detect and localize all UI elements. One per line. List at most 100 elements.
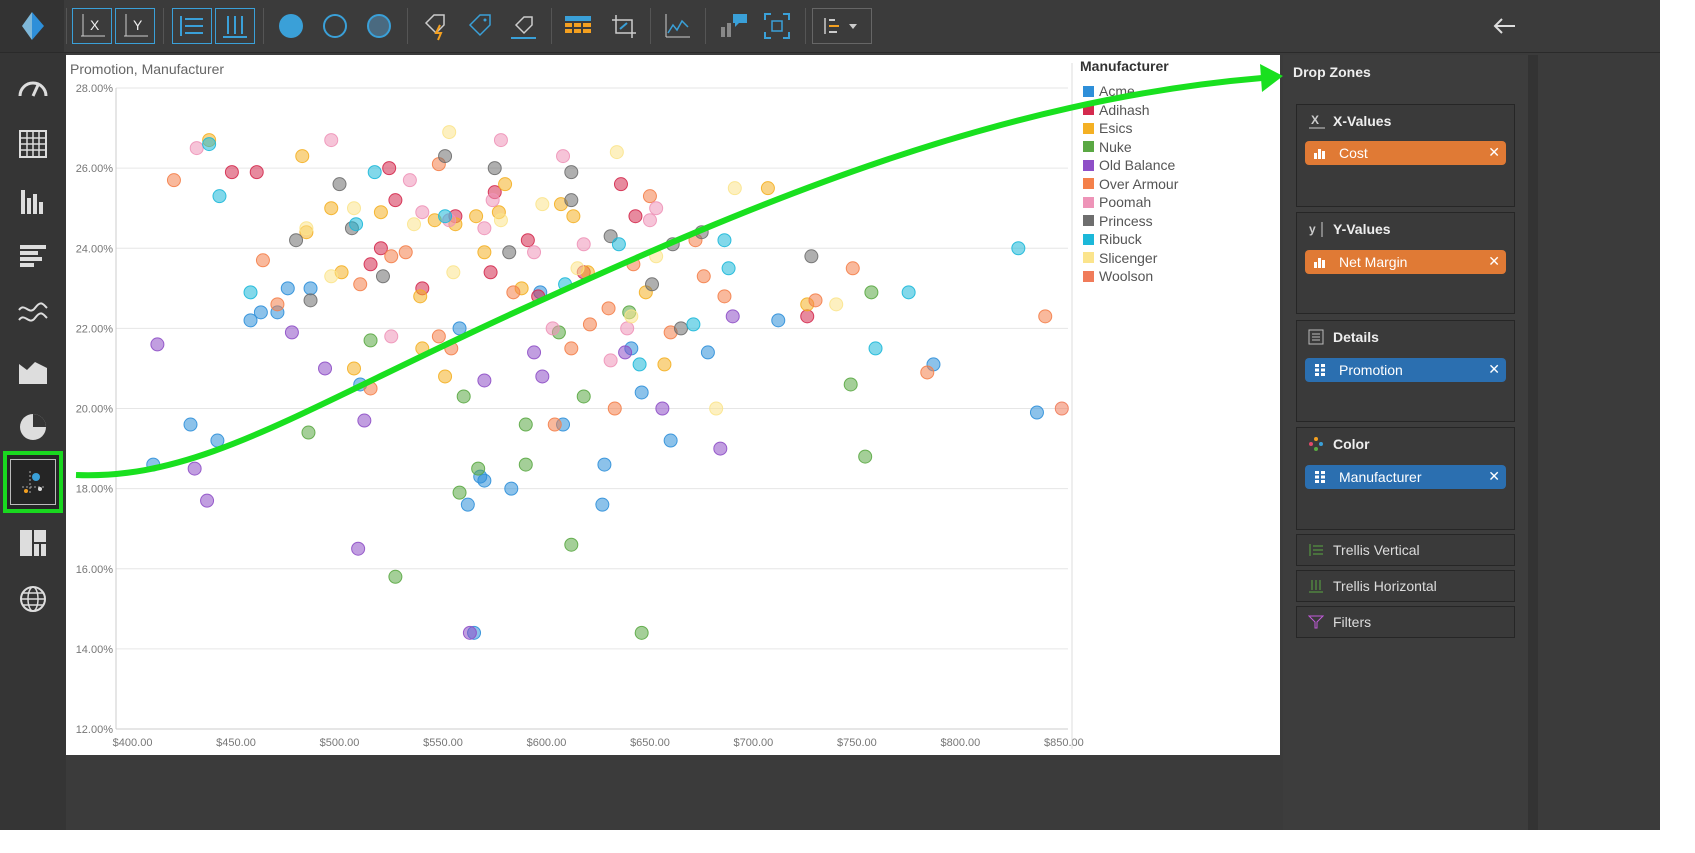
legend-item[interactable]: Over Armour (1080, 175, 1275, 194)
color-zone[interactable]: Color Manufacturer ✕ (1296, 427, 1515, 530)
toolbar-separator (551, 8, 552, 44)
filled-circle-button[interactable] (271, 8, 311, 44)
net-margin-pill[interactable]: Net Margin ✕ (1305, 250, 1506, 274)
tag-button[interactable] (459, 8, 499, 44)
sidebar-item-map[interactable] (3, 571, 63, 627)
scatter-point (200, 493, 215, 508)
y-tick-label: 12.00% (76, 724, 114, 736)
back-button[interactable] (1484, 8, 1524, 44)
pie-chart-icon (20, 414, 46, 440)
scatter-point (607, 401, 622, 416)
remove-promotion-icon[interactable]: ✕ (1488, 361, 1500, 377)
scatter-point (527, 345, 542, 360)
scatter-point (367, 165, 382, 180)
sidebar-item-line-chart[interactable] (3, 285, 63, 341)
svg-text:y: y (1309, 222, 1316, 236)
filters-zone[interactable]: Filters (1296, 606, 1515, 638)
scatter-point (438, 369, 453, 384)
promotion-pill[interactable]: Promotion ✕ (1305, 358, 1506, 382)
back-arrow-icon (1493, 18, 1515, 34)
legend-item[interactable]: Acme (1080, 82, 1275, 101)
trellis-horizontal-zone[interactable]: Trellis Horizontal (1296, 570, 1515, 602)
sidebar-item-treemap[interactable] (3, 515, 63, 571)
manufacturer-pill[interactable]: Manufacturer ✕ (1305, 465, 1506, 489)
trend-button[interactable] (657, 8, 697, 44)
remove-manufacturer-icon[interactable]: ✕ (1488, 468, 1500, 484)
x-tick-label: $800.00 (940, 737, 980, 749)
trellis-vertical-zone[interactable]: Trellis Vertical (1296, 534, 1515, 566)
scatter-point (595, 497, 610, 512)
scatter-point (1011, 241, 1026, 256)
scatter-point (462, 625, 477, 640)
legend-item[interactable]: Esics (1080, 119, 1275, 138)
sidebar-item-gauge[interactable] (3, 59, 63, 115)
scatter-point (721, 261, 736, 276)
legend-item[interactable]: Slicenger (1080, 249, 1275, 268)
y-values-zone[interactable]: y Y-Values Net Margin ✕ (1296, 212, 1515, 314)
scatter-point (582, 317, 597, 332)
trellis-cols-button[interactable] (215, 8, 255, 44)
scatter-point (920, 365, 935, 380)
area-chart-icon (19, 362, 47, 384)
toolbar-separator (66, 8, 67, 44)
x-axis-button[interactable]: X (72, 8, 112, 44)
remove-cost-icon[interactable]: ✕ (1488, 144, 1500, 160)
scatter-point (284, 325, 299, 340)
x-tick-label: $700.00 (734, 737, 774, 749)
table-grid-button[interactable] (558, 8, 598, 44)
scatter-point (388, 569, 403, 584)
scatter-point (613, 177, 628, 192)
app-logo[interactable] (0, 0, 64, 52)
outlined-circle-button[interactable] (359, 8, 399, 44)
sidebar-item-pie-chart[interactable] (3, 399, 63, 455)
scatter-point (324, 133, 339, 148)
scatter-point (431, 329, 446, 344)
x-values-zone[interactable]: X X-Values Cost ✕ (1296, 104, 1515, 207)
remove-net-margin-icon[interactable]: ✕ (1488, 253, 1500, 269)
color-header: Color (1297, 428, 1514, 460)
trellis-rows-icon (180, 16, 203, 36)
sidebar-item-bar-chart[interactable] (3, 229, 63, 285)
trellis-rows-button[interactable] (172, 8, 212, 44)
legend-item[interactable]: Ribuck (1080, 230, 1275, 249)
legend-swatch (1083, 215, 1094, 227)
legend: Manufacturer Acme Adihash Esics Nuke Old Bal… (1080, 58, 1275, 286)
sidebar-item-grid[interactable] (3, 116, 63, 172)
sidebar-item-scatter-chart[interactable] (3, 451, 63, 513)
toolbar: X Y (0, 0, 1660, 53)
scatter-point (868, 341, 883, 356)
fit-screen-button[interactable] (757, 8, 797, 44)
legend-swatch (1083, 196, 1094, 208)
chart-comment-button[interactable] (713, 8, 753, 44)
legend-item[interactable]: Poomah (1080, 193, 1275, 212)
y-axis-button[interactable]: Y (115, 8, 155, 44)
scatter-point (444, 341, 459, 356)
scatter-point (146, 457, 161, 472)
scatter-point (1029, 405, 1044, 420)
legend-item[interactable]: Princess (1080, 212, 1275, 231)
cost-pill[interactable]: Cost ✕ (1305, 141, 1506, 165)
scatter-point (713, 441, 728, 456)
scatter-point (527, 245, 542, 260)
sidebar-item-column-chart[interactable] (3, 173, 63, 229)
scatter-point (202, 137, 217, 152)
sort-dropdown-button[interactable] (812, 8, 872, 44)
legend-item[interactable]: Old Balance (1080, 156, 1275, 175)
scatter-point (696, 269, 711, 284)
details-zone[interactable]: Details Promotion ✕ (1296, 320, 1515, 422)
legend-item[interactable]: Adihash (1080, 101, 1275, 120)
scatter-point (725, 309, 740, 324)
hollow-circle-button[interactable] (315, 8, 355, 44)
crop-button[interactable] (602, 8, 642, 44)
trend-icon (665, 14, 690, 38)
net-margin-pill-label: Net Margin (1339, 254, 1408, 270)
scatter-point (655, 401, 670, 416)
tag-base-button[interactable] (503, 8, 543, 44)
sidebar-item-area-chart[interactable] (3, 343, 63, 399)
scatter-point (649, 201, 664, 216)
legend-item[interactable]: Nuke (1080, 138, 1275, 157)
x-tick-label: $600.00 (527, 737, 567, 749)
legend-item[interactable]: Woolson (1080, 267, 1275, 286)
column-chart-icon (21, 190, 43, 214)
tag-lightning-button[interactable] (415, 8, 455, 44)
